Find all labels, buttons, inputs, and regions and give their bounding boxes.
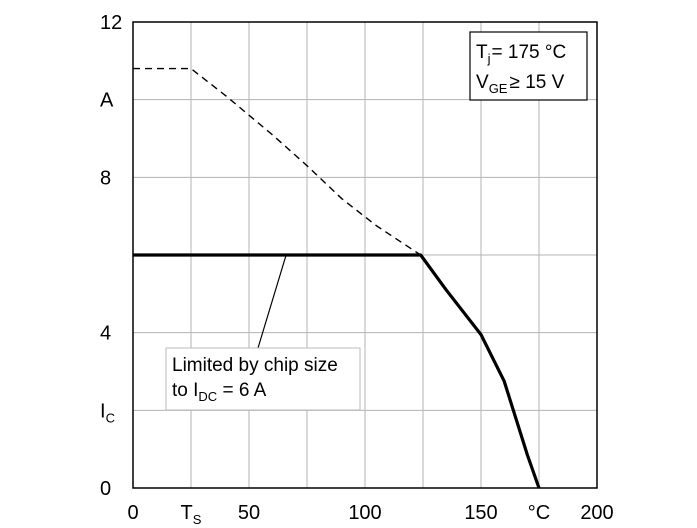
annotation-line-2: to IDC = 6 A	[172, 380, 267, 404]
tj-value: = 175 °C	[492, 42, 567, 63]
vge-condition: VGE ≥ 15 V	[476, 72, 565, 96]
x-tick-label-4: 150	[464, 502, 497, 524]
x-tick-label-3: 100	[348, 502, 381, 524]
series-line-1	[133, 253, 541, 489]
tj-sub: j	[487, 51, 491, 66]
y-tick-label-5: 12	[100, 12, 122, 34]
x-tick-label-1: TS	[181, 502, 202, 527]
y-tick-labels: 0 IC 4 8 A 12	[100, 12, 122, 500]
x-tick-label-6: 200	[580, 502, 613, 524]
vge-label: V	[476, 72, 489, 93]
y-tick-label-3: 8	[100, 167, 111, 189]
conditions-box: Tj= 175 °C VGE ≥ 15 V	[469, 31, 588, 101]
series-line-0	[133, 67, 422, 256]
x-tick-label-2: 50	[238, 502, 260, 524]
vge-value: ≥ 15 V	[509, 72, 564, 93]
annotation-sub: DC	[198, 389, 217, 404]
annotation-line-1: Limited by chip size	[172, 355, 338, 376]
vge-sub: GE	[489, 81, 508, 96]
x-tick-label-0: 0	[127, 502, 138, 524]
y-tick-label-1: IC	[100, 400, 115, 425]
tj-condition: Tj= 175 °C	[476, 42, 566, 66]
tj-label: T	[476, 42, 488, 63]
y-tick-label-0: 0	[100, 478, 111, 500]
conditions-box-frame	[469, 31, 588, 101]
chip-limit-annotation: Limited by chip size to IDC = 6 A	[165, 254, 361, 411]
annotation-prefix: to I	[172, 380, 198, 401]
x-tick-label-5: °C	[528, 502, 550, 524]
annotation-suffix: = 6 A	[217, 380, 266, 401]
y-tick-label-4: A	[100, 90, 114, 112]
y-tick-label-2: 4	[100, 323, 111, 345]
annotation-pointer-line	[257, 254, 287, 349]
series-layer	[133, 67, 541, 489]
annotation-box	[165, 347, 361, 411]
x-tick-labels: 0 TS 50 100 150 °C 200	[127, 502, 613, 527]
